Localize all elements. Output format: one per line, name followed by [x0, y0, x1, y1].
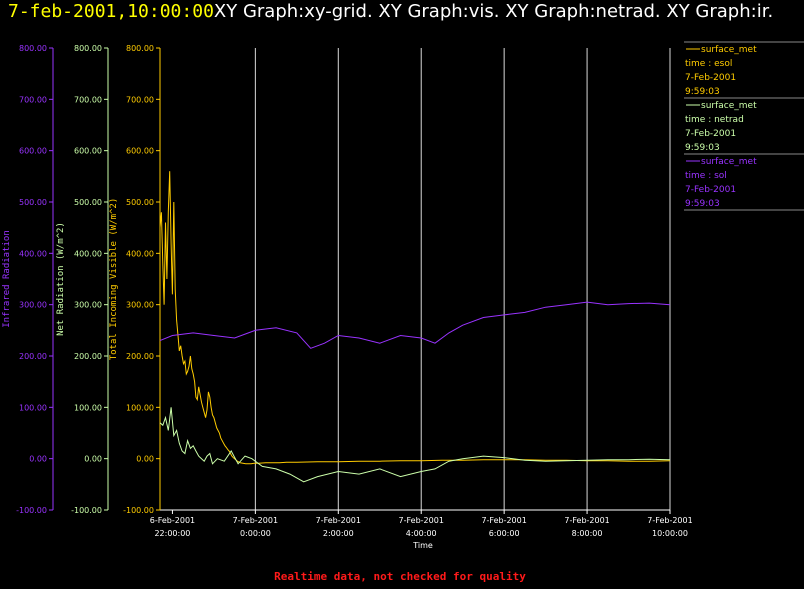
y-tick-label-ir: 200.00 [19, 352, 47, 361]
y-tick-label-net: 200.00 [74, 352, 102, 361]
axes-layer: 6-Feb-2001 22:00:00 7-Feb-2001 0:00:00 7-Feb… [2, 44, 693, 538]
y-tick-label-vis: 0.00 [136, 455, 154, 464]
y-tick-label-vis: 700.00 [126, 95, 154, 104]
y-tick-label-ir: 800.00 [19, 44, 47, 53]
legend-time: 9:59:03 [685, 199, 720, 209]
y-tick-label-vis: 800.00 [126, 44, 154, 53]
quality-note: Realtime data, not checked for quality [274, 570, 526, 583]
y-axis-label-vis: Total Incoming Visible (W/m^2) [109, 198, 119, 361]
grid-layer [254, 48, 671, 510]
legend-var: time : sol [685, 171, 727, 181]
y-tick-label-vis: 300.00 [126, 301, 154, 310]
y-tick-label-vis: 400.00 [126, 249, 154, 258]
y-tick-label-net: 600.00 [74, 147, 102, 156]
y-tick-label-net: 800.00 [74, 44, 102, 53]
legend-date: 7-Feb-2001 [685, 129, 736, 139]
x-tick-label-time: 10:00:00 [652, 529, 688, 538]
x-tick-label-date: 7-Feb-2001 [399, 516, 444, 525]
x-tick-label-date: 7-Feb-2001 [233, 516, 278, 525]
header-title: 7-feb-2001,10:00:00XY Graph:xy-grid. XY … [8, 0, 773, 24]
legend-name: surface_met [701, 101, 757, 111]
y-tick-label-ir: 700.00 [19, 95, 47, 104]
y-tick-label-ir: 300.00 [19, 301, 47, 310]
y-tick-label-net: 500.00 [74, 198, 102, 207]
legend-name: surface_met [701, 45, 757, 55]
x-tick-label-time: 22:00:00 [154, 529, 190, 538]
y-tick-label-ir: 400.00 [19, 249, 47, 258]
y-tick-label-ir: 600.00 [19, 147, 47, 156]
x-tick-label-time: 4:00:00 [406, 529, 437, 538]
x-tick-label-date: 7-Feb-2001 [564, 516, 609, 525]
x-tick-label-date: 6-Feb-2001 [150, 516, 195, 525]
y-tick-label-ir: 0.00 [29, 455, 47, 464]
series-line-net [159, 407, 671, 483]
y-tick-label-net: 300.00 [74, 301, 102, 310]
y-tick-label-ir: 500.00 [19, 198, 47, 207]
y-tick-label-ir: -100.00 [16, 506, 47, 515]
x-tick-label-date: 7-Feb-2001 [647, 516, 692, 525]
y-tick-label-vis: -100.00 [123, 506, 154, 515]
y-tick-label-vis: 500.00 [126, 198, 154, 207]
legend-var: time : esol [685, 59, 732, 69]
legend-time: 9:59:03 [685, 87, 720, 97]
x-tick-label-time: 6:00:00 [489, 529, 520, 538]
x-tick-label-time: 8:00:00 [572, 529, 603, 538]
legend-date: 7-Feb-2001 [685, 73, 736, 83]
y-tick-label-net: 100.00 [74, 403, 102, 412]
y-tick-label-net: 700.00 [74, 95, 102, 104]
y-axis-label-ir: Infrared Radiation [2, 230, 12, 328]
x-tick-label-time: 2:00:00 [323, 529, 354, 538]
series-layer [159, 171, 671, 483]
y-tick-label-net: 400.00 [74, 249, 102, 258]
legend-date: 7-Feb-2001 [685, 185, 736, 195]
series-line-vis [159, 171, 671, 465]
y-tick-label-ir: 100.00 [19, 403, 47, 412]
legend-time: 9:59:03 [685, 143, 720, 153]
y-tick-label-vis: 100.00 [126, 403, 154, 412]
x-axis-label: Time [412, 541, 433, 550]
y-tick-label-net: -100.00 [71, 506, 102, 515]
header-graphs: XY Graph:xy-grid. XY Graph:vis. XY Graph… [213, 1, 774, 22]
y-tick-label-vis: 200.00 [126, 352, 154, 361]
y-axis-label-net: Net Radiation (W/m^2) [56, 222, 66, 336]
y-tick-label-vis: 600.00 [126, 147, 154, 156]
y-tick-label-net: 0.00 [84, 455, 102, 464]
legend-name: surface_met [701, 157, 757, 167]
x-tick-label-time: 0:00:00 [240, 529, 271, 538]
header-datetime: 7-feb-2001,10:00:00 [8, 1, 214, 22]
x-tick-label-date: 7-Feb-2001 [481, 516, 526, 525]
legend-var: time : netrad [685, 115, 744, 125]
series-line-ir [159, 301, 671, 349]
x-tick-label-date: 7-Feb-2001 [316, 516, 361, 525]
